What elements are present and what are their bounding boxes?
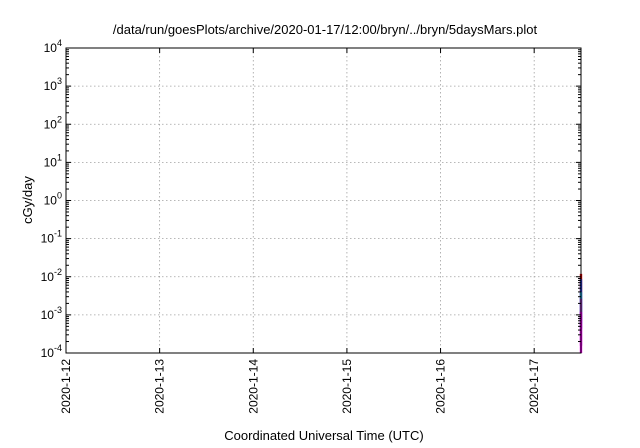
y-tick-label: 103 (44, 76, 62, 93)
x-tick-label: 2020-1-16 (434, 359, 448, 414)
x-tick-label: 2020-1-12 (59, 359, 73, 414)
y-tick-label: 10-2 (41, 267, 62, 284)
chart-title: /data/run/goesPlots/archive/2020-01-17/1… (113, 22, 538, 37)
y-tick-label: 10-3 (41, 305, 62, 322)
y-tick-label: 10-4 (41, 343, 62, 360)
x-tick-label: 2020-1-14 (246, 359, 260, 414)
y-axis-label: cGy/day (20, 176, 35, 224)
x-tick-label: 2020-1-15 (340, 359, 354, 414)
x-tick-label: 2020-1-13 (153, 359, 167, 414)
y-tick-label: 10-1 (41, 229, 62, 246)
y-axis-ticks: 104 103 102 101 100 10-1 10-2 10-3 10-4 (41, 38, 581, 360)
y-tick-label: 102 (44, 114, 62, 131)
y-tick-label: 104 (44, 38, 62, 55)
x-axis-label: Coordinated Universal Time (UTC) (224, 428, 423, 443)
grid-lines (66, 48, 581, 353)
y-tick-label: 100 (44, 191, 62, 208)
y-tick-label: 101 (44, 152, 62, 169)
x-axis-ticks: 2020-1-12 2020-1-13 2020-1-14 2020-1-15 2020… (59, 48, 541, 414)
x-tick-label: 2020-1-17 (527, 359, 541, 414)
